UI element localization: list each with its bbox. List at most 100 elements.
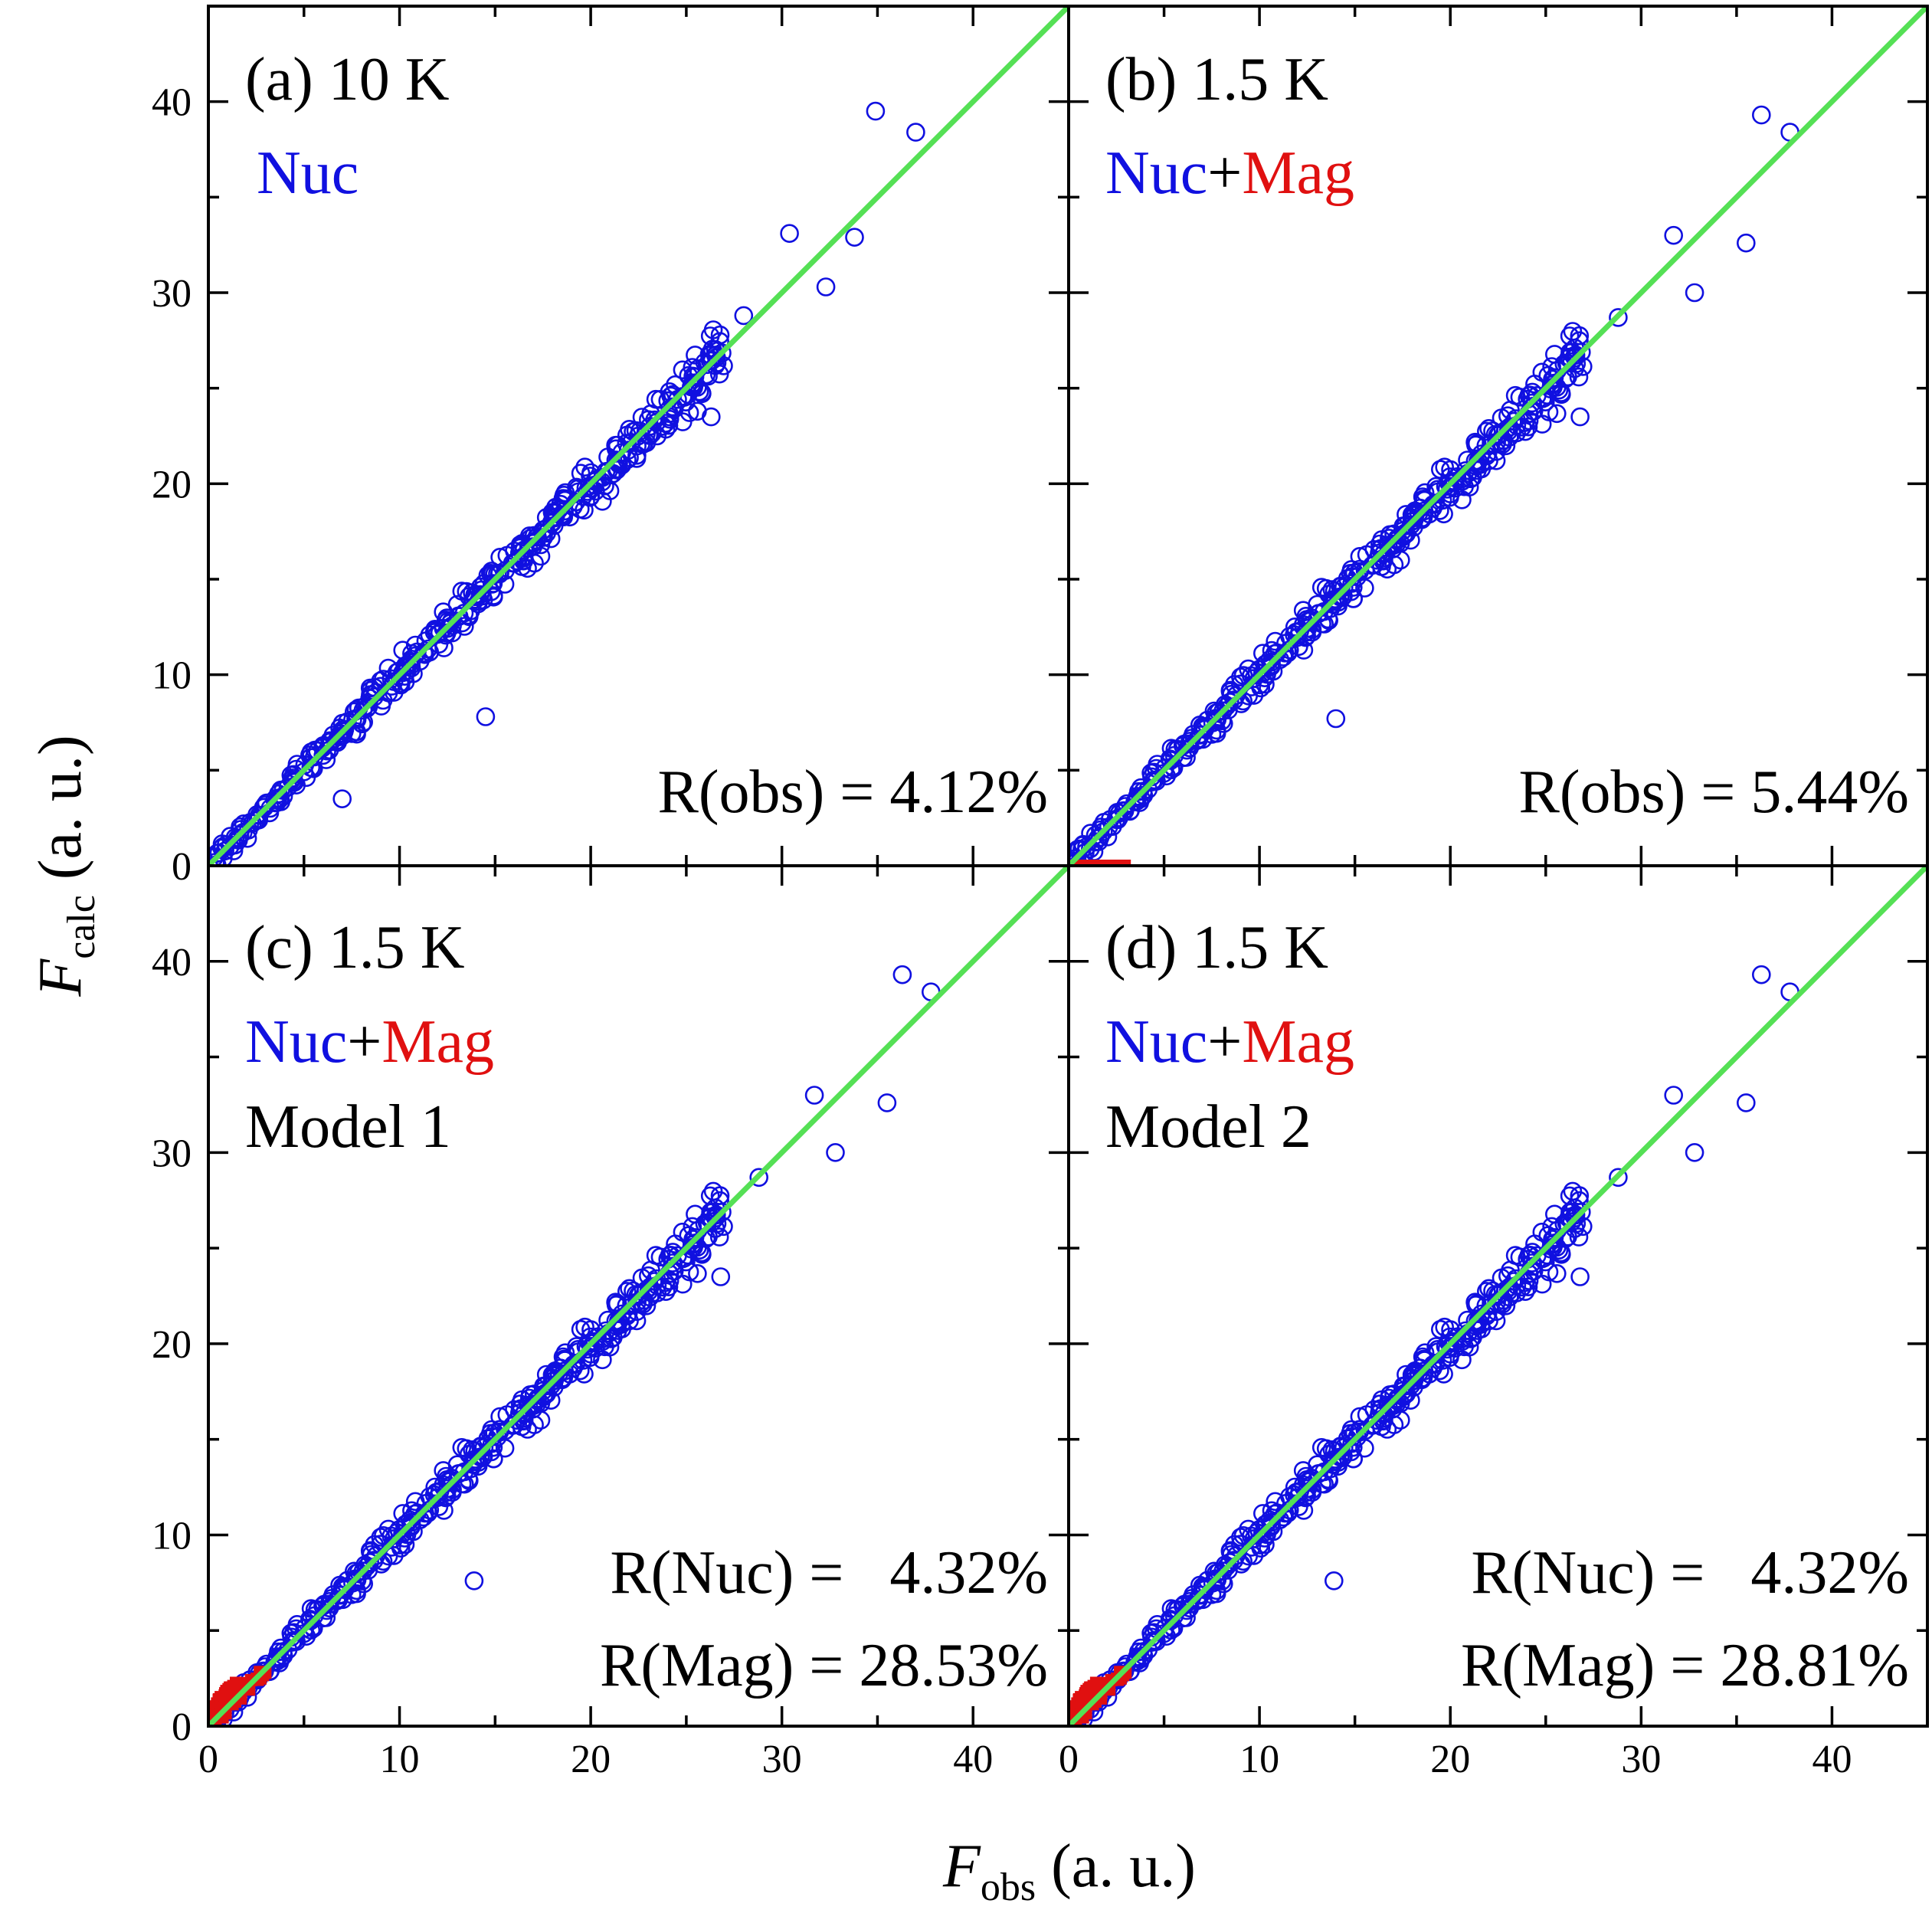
nuc-point <box>335 719 355 739</box>
nuc-point <box>682 1235 702 1254</box>
panel-b-r-obs: R(obs) = 5.44% <box>1518 758 1909 826</box>
nuc-point <box>1477 421 1496 441</box>
nuc-point <box>683 1217 702 1237</box>
nuc-outlier-point <box>1664 1086 1683 1105</box>
y-tick-label: 20 <box>152 463 192 506</box>
nuc-point <box>693 1245 712 1264</box>
panel-d-model: Model 2 <box>1105 1093 1311 1161</box>
nuc-point <box>630 421 650 441</box>
nuc-point <box>1512 418 1532 437</box>
nuc-point <box>283 1631 303 1650</box>
panel-b-legend-plus: + <box>1207 139 1242 207</box>
nuc-outlier-point <box>780 224 799 244</box>
nuc-point <box>1396 1376 1415 1396</box>
nuc-point <box>604 1328 623 1347</box>
nuc-point <box>1415 1343 1435 1362</box>
nuc-outlier-point <box>701 407 721 427</box>
nuc-point <box>381 669 401 689</box>
nuc-point <box>1309 1464 1328 1483</box>
nuc-point <box>1294 1501 1314 1520</box>
nuc-point <box>463 1455 483 1474</box>
nuc-outlier-point <box>1737 233 1756 253</box>
nuc-outlier-point <box>1570 1267 1590 1286</box>
nuc-point <box>1341 560 1361 579</box>
mag-point <box>218 1689 231 1702</box>
nuc-point <box>405 1492 425 1512</box>
panel-b-ticks <box>1069 6 1927 866</box>
nuc-point <box>1225 675 1244 694</box>
x-tick-label: 0 <box>1059 1738 1079 1781</box>
nuc-point <box>395 656 415 676</box>
panel-c-ticks: 0 10 20 30 40 0 10 20 30 40 <box>152 866 1069 1781</box>
nuc-point <box>1445 471 1464 491</box>
nuc-point <box>1341 1420 1361 1440</box>
nuc-point <box>688 1264 707 1283</box>
nuc-point <box>365 677 385 697</box>
nuc-outlier-point <box>1609 1168 1628 1188</box>
nuc-point <box>483 587 503 607</box>
nuc-point <box>693 384 712 404</box>
nuc-point <box>531 546 551 566</box>
y-tick-label: 0 <box>172 1705 192 1749</box>
nuc-point <box>452 1438 472 1457</box>
panel-b-annotations: (b) 1.5 K Nuc+Mag R(obs) = 5.44% <box>1105 46 1909 826</box>
nuc-point <box>1115 801 1135 821</box>
nuc-point <box>1445 1332 1464 1351</box>
nuc-point <box>535 1376 555 1396</box>
nuc-point <box>575 1317 594 1337</box>
nuc-point <box>1266 1492 1285 1512</box>
panel-d-data <box>1069 866 1927 1726</box>
nuc-point <box>1244 1546 1264 1565</box>
nuc-point <box>1355 1438 1374 1458</box>
frames-layer: 0 10 20 30 40 0 10 20 30 40 0 10 20 30 40 0 10 20 30 40 <box>152 5 1929 1781</box>
nuc-point <box>512 557 532 576</box>
nuc-point <box>653 417 673 436</box>
panel-d-title: (d) 1.5 K <box>1105 914 1328 981</box>
nuc-point <box>1188 729 1207 749</box>
nuc-point <box>1490 425 1509 444</box>
nuc-point <box>1512 1277 1532 1297</box>
nuc-point <box>1465 432 1485 452</box>
nuc-outlier-point <box>816 277 836 296</box>
nuc-point <box>607 460 627 480</box>
nuc-point <box>1144 1631 1163 1650</box>
panel-c-legend-mag: Mag <box>381 1008 494 1076</box>
nuc-point <box>1372 1417 1391 1437</box>
panel-c-title: (c) 1.5 K <box>245 914 465 981</box>
nuc-point <box>313 745 333 765</box>
nuc-point <box>1296 622 1316 642</box>
nuc-point <box>585 471 604 491</box>
mag-point <box>1098 860 1111 866</box>
panel-d-r-nuc: R(Nuc) = 4.32% <box>1471 1539 1909 1607</box>
mag-point <box>1071 860 1084 866</box>
nuc-outlier-point <box>734 306 754 326</box>
nuc-point <box>490 1422 509 1442</box>
nuc-point <box>346 709 366 729</box>
nuc-point <box>483 1449 503 1469</box>
nuc-point <box>1467 434 1487 454</box>
panels-layer <box>208 6 1927 1726</box>
panel-c-legend-nuc: Nuc <box>245 1008 347 1076</box>
nuc-point <box>1536 392 1555 412</box>
svg-text:Nuc+Mag: Nuc+Mag <box>1105 139 1354 207</box>
nuc-point <box>1309 604 1328 623</box>
nuc-point <box>400 1510 420 1530</box>
nuc-point <box>208 847 224 866</box>
nuc-point <box>1465 1292 1485 1312</box>
nuc-point <box>304 1606 324 1626</box>
nuc-point <box>365 1535 385 1555</box>
nuc-point <box>1415 483 1435 503</box>
y-tick-label: 10 <box>152 654 192 698</box>
x-axis-label: Fobs (a. u.) <box>942 1833 1196 1909</box>
nuc-point <box>555 1343 575 1362</box>
panel-c-annotations: (c) 1.5 K Nuc+Mag Model 1 R(Nuc) = 4.32%… <box>245 914 1048 1699</box>
panel-c-model: Model 1 <box>245 1093 451 1161</box>
mag-point <box>1105 860 1118 866</box>
nuc-point <box>1431 1319 1450 1339</box>
nuc-point <box>512 1417 532 1437</box>
mag-point <box>1085 860 1098 866</box>
nuc-point <box>449 607 469 626</box>
nuc-point <box>384 672 404 691</box>
nuc-point <box>1490 1285 1509 1305</box>
y-tick-label: 40 <box>152 941 192 984</box>
